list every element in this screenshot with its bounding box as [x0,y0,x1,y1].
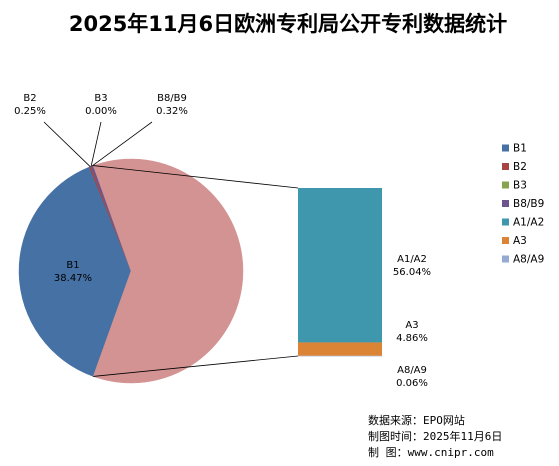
bar-segment-a8-a9 [298,356,382,357]
footer-maker: 制 图：www.cnipr.com [368,446,494,459]
pie-group [19,159,243,383]
legend-label-a1-a2: A1/A2 [513,217,544,229]
legend-label-a3: A3 [513,235,527,247]
legend-swatch-b1 [502,145,509,152]
bar-segment-a3 [298,342,382,355]
legend-label-b3: B3 [513,180,527,192]
data-label-a8-a9: A8/A90.06% [396,365,428,389]
legend-swatch-a8-a9 [502,256,509,263]
data-label-a1-a2: A1/A256.04% [393,254,431,278]
footer-source: 数据来源：EPO网站 [368,413,465,427]
legend-swatch-b3 [502,182,509,189]
legend-swatch-b2 [502,163,509,170]
leader-line-b3 [91,122,101,166]
chart-title: 2025年11月6日欧洲专利局公开专利数据统计 [69,12,507,36]
leader-line-b2 [44,122,90,167]
data-label-b3: B30.00% [85,93,117,117]
legend-label-a8-a9: A8/A9 [513,254,544,266]
data-label-a3: A34.86% [396,320,428,344]
legend-swatch-a1-a2 [502,219,509,226]
legend-label-b2: B2 [513,161,527,173]
legend-swatch-b8-b9 [502,200,509,207]
bar-segment-a1-a2 [298,188,382,342]
legend-label-b8-b9: B8/B9 [513,198,544,210]
legend-swatch-a3 [502,237,509,244]
data-label-b2: B20.25% [14,93,46,117]
data-label-b8-b9: B8/B90.32% [156,93,188,117]
footer: 数据来源：EPO网站 制图时间：2025年11月6日 制 图：www.cnipr… [368,413,502,459]
footer-date: 制图时间：2025年11月6日 [368,429,502,443]
legend-label-b1: B1 [513,143,527,155]
legend: B1 B2 B3 B8/B9 A1/A2 A3 A8/A9 [502,143,544,266]
